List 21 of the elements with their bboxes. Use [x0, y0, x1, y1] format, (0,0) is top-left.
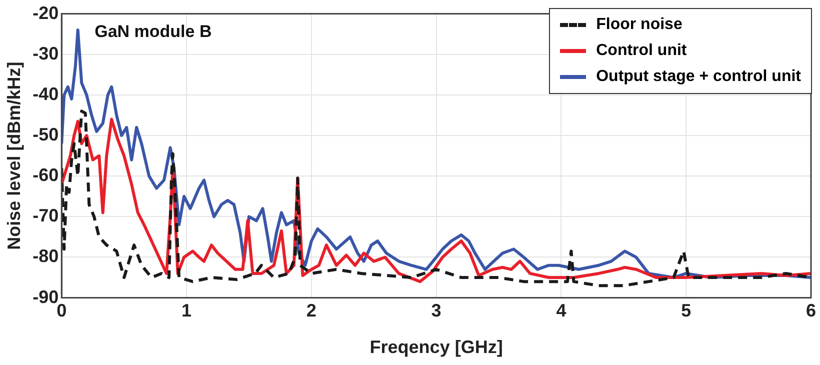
x-tick-label: 4 [556, 300, 566, 321]
y-tick-label: -80 [32, 246, 59, 266]
legend-label: Output stage + control unit [596, 68, 801, 86]
y-tick-label: -40 [32, 84, 59, 104]
annotation: GaN module B [94, 22, 212, 41]
y-axis-title: Noise level [dBm/kHz] [4, 62, 24, 250]
y-tick-label: -60 [32, 165, 59, 186]
y-tick-label: -20 [32, 2, 59, 23]
legend-label: Control unit [596, 42, 687, 60]
y-tick-label: -50 [32, 124, 59, 144]
x-tick-label: 0 [56, 300, 67, 321]
x-tick-label: 3 [431, 300, 442, 321]
x-tick-label: 2 [306, 300, 316, 321]
y-tick-label: -90 [32, 286, 59, 307]
y-tick-label: -70 [32, 206, 59, 226]
x-axis-title: Freqency [GHz] [370, 337, 503, 358]
legend-label: Floor noise [596, 16, 682, 34]
x-tick-label: 5 [681, 300, 692, 321]
y-tick-label: -30 [32, 43, 59, 64]
x-tick-label: 6 [806, 300, 816, 321]
x-tick-label: 1 [182, 300, 192, 321]
